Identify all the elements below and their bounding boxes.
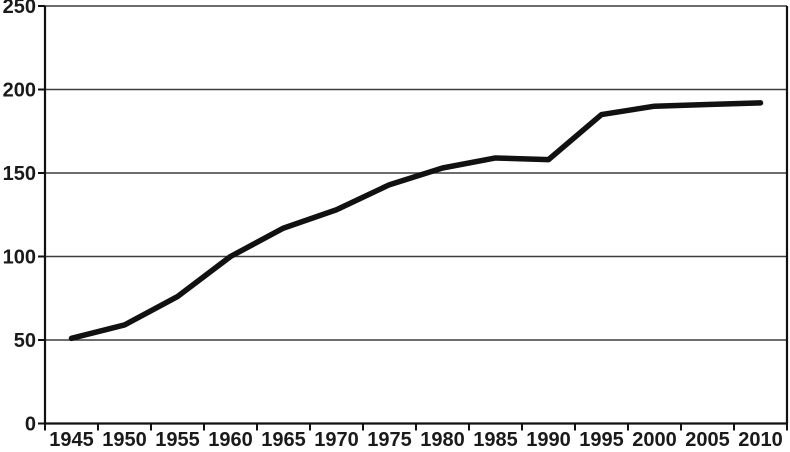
y-axis-label: 150 (3, 163, 36, 185)
x-axis-label: 1960 (208, 429, 253, 451)
x-axis-label: 1955 (155, 429, 200, 451)
x-axis-label: 1965 (261, 429, 306, 451)
y-axis-label: 250 (3, 0, 36, 18)
x-axis-label: 1980 (420, 429, 465, 451)
x-axis-label: 1950 (102, 429, 147, 451)
x-axis-label: 1970 (314, 429, 359, 451)
x-axis-label: 2010 (738, 429, 783, 451)
x-axis-label: 1985 (473, 429, 518, 451)
y-axis-label: 0 (25, 414, 36, 436)
y-axis-label: 200 (3, 80, 36, 102)
x-axis-label: 1990 (526, 429, 571, 451)
x-axis-label: 1975 (367, 429, 412, 451)
y-axis-label: 100 (3, 247, 36, 269)
x-axis-label: 1945 (49, 429, 94, 451)
x-axis-label: 2000 (632, 429, 677, 451)
x-axis-label: 1995 (579, 429, 624, 451)
y-axis-label: 50 (14, 330, 36, 352)
x-axis-label: 2005 (685, 429, 730, 451)
data-series-line (68, 100, 764, 342)
